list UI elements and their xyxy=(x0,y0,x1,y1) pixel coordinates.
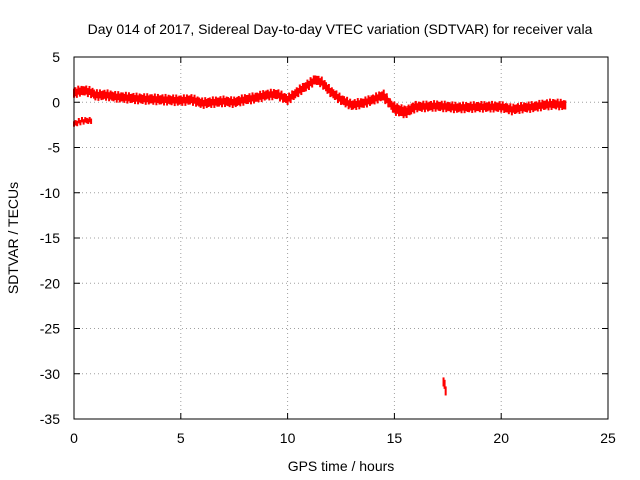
y-tick-label: -5 xyxy=(48,140,61,156)
x-axis-label: GPS time / hours xyxy=(288,458,395,474)
x-tick-label: 15 xyxy=(387,430,403,446)
y-tick-label: -35 xyxy=(40,411,60,427)
x-tick-label: 20 xyxy=(493,430,509,446)
y-tick-label: 0 xyxy=(52,94,60,110)
series-dip-track xyxy=(382,93,417,116)
y-tick-label: -20 xyxy=(40,275,60,291)
tick-layer: 0 5 10 15 20 25 5 0 -5 -10 -15 -20 -25 -30 -35 xyxy=(40,49,616,446)
x-tick-label: 25 xyxy=(600,430,616,446)
chart-title: Day 014 of 2017, Sidereal Day-to-day VTE… xyxy=(88,21,593,37)
y-tick-label: 5 xyxy=(52,49,60,65)
x-tick-label: 0 xyxy=(70,430,78,446)
series-main-track xyxy=(73,75,567,119)
y-axis-label: SDTVAR / TECUs xyxy=(5,182,21,294)
grid-layer xyxy=(74,57,608,419)
series-early-segment xyxy=(73,117,93,127)
y-tick-label: -30 xyxy=(40,366,60,382)
y-tick-label: -25 xyxy=(40,321,60,337)
y-tick-label: -15 xyxy=(40,230,60,246)
series-outlier-segment xyxy=(442,377,447,396)
x-tick-label: 10 xyxy=(280,430,296,446)
y-tick-label: -10 xyxy=(40,185,60,201)
data-layer xyxy=(73,75,567,396)
x-tick-label: 5 xyxy=(177,430,185,446)
